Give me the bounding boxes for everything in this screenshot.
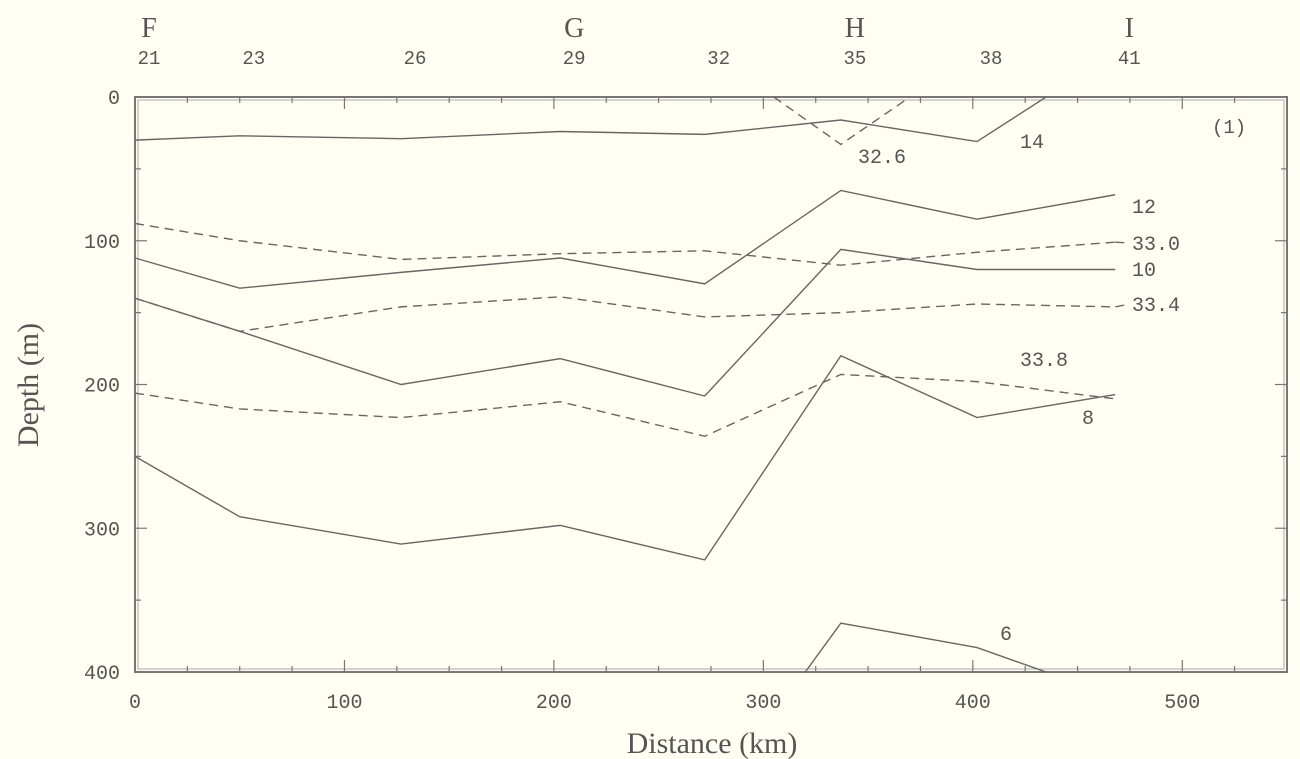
salinity-33-0-extension xyxy=(1115,241,1131,244)
temperature-isoline-6 xyxy=(804,622,1047,673)
panel-label: (1) xyxy=(1212,117,1246,139)
x-tick-label: 200 xyxy=(536,692,572,715)
temperature-isoline-10 xyxy=(134,248,1116,397)
y-tick-label: 100 xyxy=(84,232,120,255)
y-axis-label: Depth (m) xyxy=(12,323,45,447)
temperature-isoline-12 xyxy=(134,189,1116,289)
x-tick-label: 300 xyxy=(745,692,781,715)
x-tick-label: 500 xyxy=(1164,692,1200,715)
salinity-isoline-32-6 xyxy=(773,96,911,146)
y-tick-label: 0 xyxy=(108,88,120,111)
salinity-isoline-33-4 xyxy=(134,296,1116,333)
temperature-isoline-8 xyxy=(134,354,1116,561)
series-label: 32.6 xyxy=(858,147,906,170)
y-tick-label: 300 xyxy=(84,519,120,542)
x-tick-label: 100 xyxy=(326,692,362,715)
section-marker: F xyxy=(141,13,157,44)
series-label: 10 xyxy=(1132,260,1156,283)
salinity-isoline-33-8 xyxy=(134,373,1116,437)
series-label: 14 xyxy=(1020,132,1044,155)
x-axis-label: Distance (km) xyxy=(627,727,798,759)
plot-frame-inner xyxy=(137,99,1285,670)
series-label: 33.0 xyxy=(1132,234,1180,257)
x-tick-label: 400 xyxy=(955,692,991,715)
station-label: 23 xyxy=(242,48,265,70)
series-label: 33.8 xyxy=(1020,350,1068,373)
series-label: 8 xyxy=(1082,408,1094,431)
station-label: 32 xyxy=(707,48,730,70)
station-label: 38 xyxy=(980,48,1003,70)
station-label: 35 xyxy=(843,48,866,70)
salinity-33-4-extension xyxy=(1115,303,1131,308)
temperature-isoline-14 xyxy=(134,96,1047,143)
section-marker: H xyxy=(845,13,865,44)
station-label: 41 xyxy=(1118,48,1141,70)
plot-frame xyxy=(134,96,1288,673)
station-label: 26 xyxy=(404,48,427,70)
series-label: 6 xyxy=(1000,624,1012,647)
section-marker: I xyxy=(1125,13,1134,44)
station-label: 21 xyxy=(138,48,161,70)
x-tick-label: 0 xyxy=(129,692,141,715)
salinity-isoline-33-0 xyxy=(134,222,1116,266)
section-marker: G xyxy=(564,13,584,44)
station-label: 29 xyxy=(563,48,586,70)
series-label: 12 xyxy=(1132,197,1156,220)
y-tick-label: 400 xyxy=(84,663,120,686)
series-label: 33.4 xyxy=(1132,295,1180,318)
y-tick-label: 200 xyxy=(84,376,120,399)
